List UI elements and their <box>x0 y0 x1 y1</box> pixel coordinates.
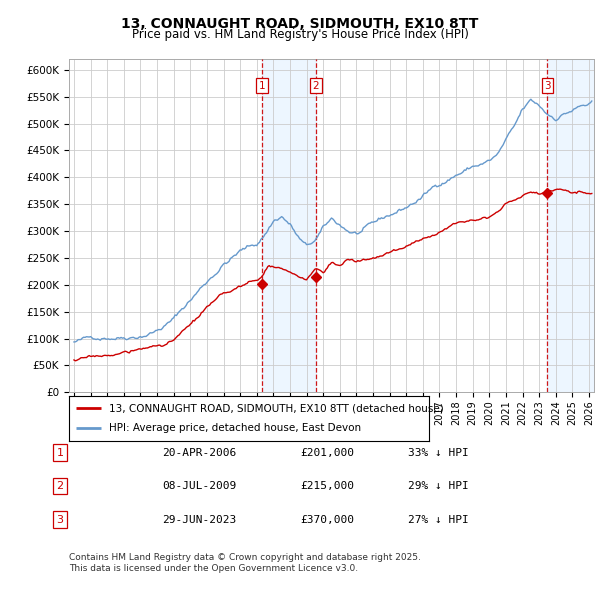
Text: Price paid vs. HM Land Registry's House Price Index (HPI): Price paid vs. HM Land Registry's House … <box>131 28 469 41</box>
Text: Contains HM Land Registry data © Crown copyright and database right 2025.: Contains HM Land Registry data © Crown c… <box>69 553 421 562</box>
Text: 08-JUL-2009: 08-JUL-2009 <box>162 481 236 491</box>
Text: 1: 1 <box>56 448 64 457</box>
Text: 29-JUN-2023: 29-JUN-2023 <box>162 515 236 525</box>
Text: This data is licensed under the Open Government Licence v3.0.: This data is licensed under the Open Gov… <box>69 565 358 573</box>
Text: HPI: Average price, detached house, East Devon: HPI: Average price, detached house, East… <box>109 424 361 433</box>
Text: £201,000: £201,000 <box>300 448 354 457</box>
Text: 13, CONNAUGHT ROAD, SIDMOUTH, EX10 8TT: 13, CONNAUGHT ROAD, SIDMOUTH, EX10 8TT <box>121 17 479 31</box>
Bar <box>262 59 316 392</box>
Text: 13, CONNAUGHT ROAD, SIDMOUTH, EX10 8TT (detached house): 13, CONNAUGHT ROAD, SIDMOUTH, EX10 8TT (… <box>109 404 443 414</box>
Bar <box>547 59 594 392</box>
Text: £215,000: £215,000 <box>300 481 354 491</box>
Text: 1: 1 <box>259 81 265 91</box>
Text: 2: 2 <box>313 81 319 91</box>
Text: 3: 3 <box>56 515 64 525</box>
Text: 3: 3 <box>544 81 551 91</box>
Text: 2: 2 <box>56 481 64 491</box>
Text: 20-APR-2006: 20-APR-2006 <box>162 448 236 457</box>
Text: 27% ↓ HPI: 27% ↓ HPI <box>408 515 469 525</box>
Text: 29% ↓ HPI: 29% ↓ HPI <box>408 481 469 491</box>
Text: 33% ↓ HPI: 33% ↓ HPI <box>408 448 469 457</box>
Text: £370,000: £370,000 <box>300 515 354 525</box>
